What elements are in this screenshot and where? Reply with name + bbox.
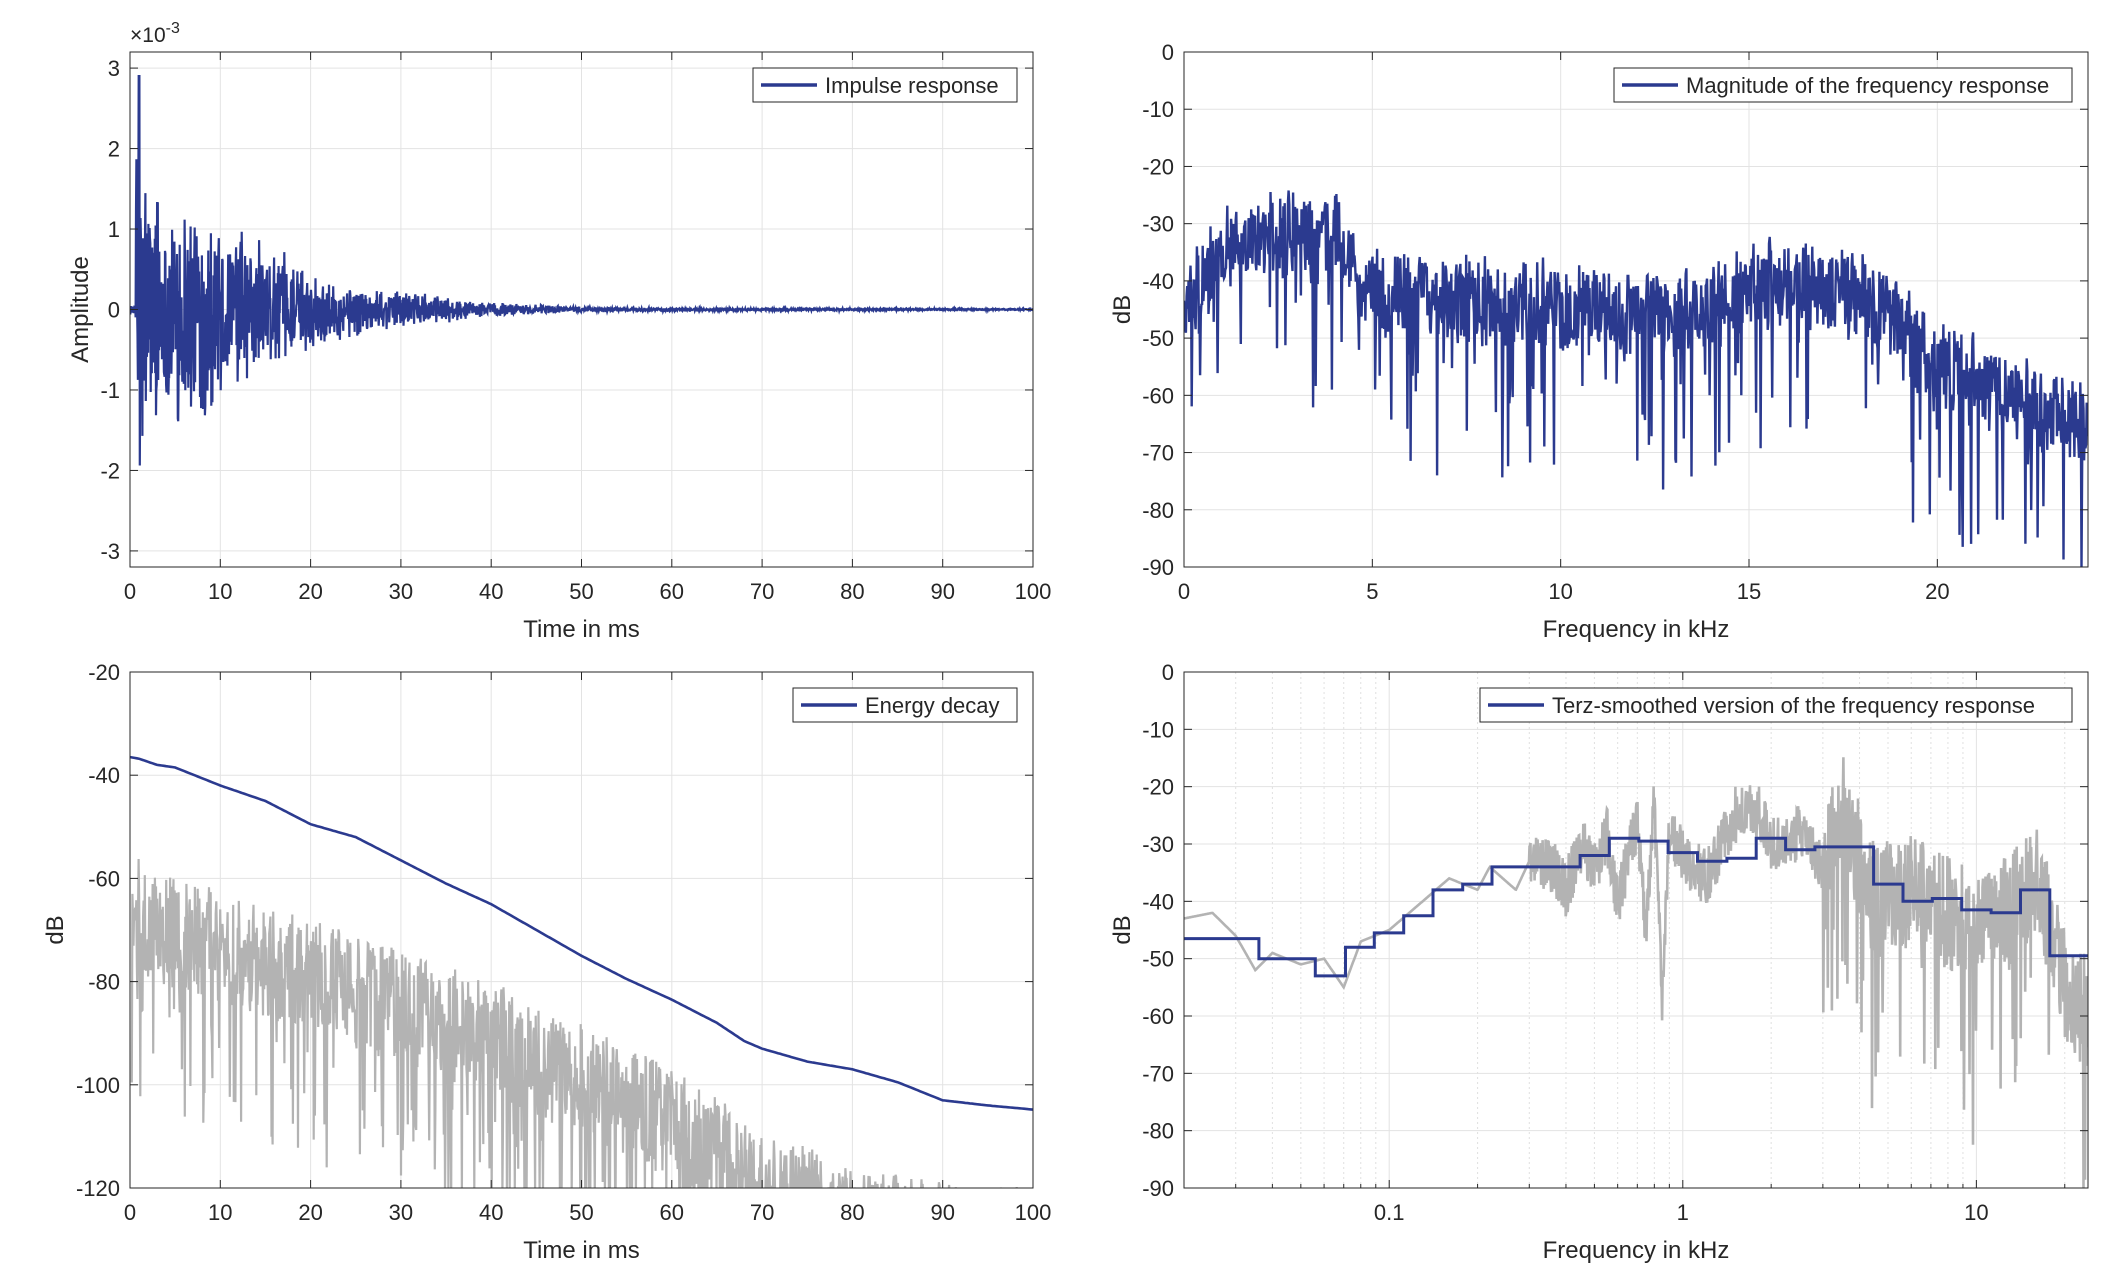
terz-ytick-label: -70 (1142, 1061, 1174, 1086)
magnitude-xlabel: Frequency in kHz (1543, 616, 1730, 643)
terz-box (1183, 671, 2089, 1189)
impulse-ytick-label: 1 (108, 217, 120, 242)
magnitude-xtick-label: 5 (1366, 579, 1378, 604)
terz-xtick-label: 0.1 (1374, 1200, 1405, 1225)
energy-ytick-label: -40 (88, 763, 120, 788)
energy-xtick-label: 40 (479, 1200, 503, 1225)
impulse-xtick-label: 100 (1015, 579, 1052, 604)
magnitude-frame: 0 5 10 15 20 0 -10 -20 -30 -40 -50 -60 -70 -80 -90 Freq… (1109, 40, 2089, 643)
impulse-xtick-label: 90 (930, 579, 954, 604)
terz-legend: Terz-smoothed version of the frequency r… (1479, 687, 2073, 723)
terz-ytick-label: -50 (1142, 947, 1174, 972)
terz-ytick-label: -30 (1142, 832, 1174, 857)
impulse-xtick-label: 20 (298, 579, 322, 604)
energy-gray-line (130, 858, 1018, 1188)
energy-frame: 0 10 20 30 40 50 60 70 80 90 100 -20 -40 -60 -80 -100 -1… (42, 660, 1051, 1264)
impulse-response-line (130, 75, 1033, 466)
energy-ytick-label: -80 (88, 970, 120, 995)
impulse-ytick-label: -3 (100, 539, 120, 564)
impulse-ylabel: Amplitude (67, 256, 94, 363)
impulse-legend-label: Impulse response (825, 73, 999, 98)
terz-xtick-label: 1 (1677, 1200, 1689, 1225)
energy-xtick-label: 70 (750, 1200, 774, 1225)
magnitude-xtick-label: 20 (1925, 579, 1949, 604)
impulse-xtick-label: 30 (389, 579, 413, 604)
terz-ylabel: dB (1109, 915, 1136, 944)
terz-frame: 0.1 1 10 0 -10 -20 -30 -40 -50 -60 -70 -80 -90 Freque… (1109, 660, 2089, 1264)
energy-legend: Energy decay (792, 687, 1018, 723)
magnitude-ytick-label: -10 (1142, 97, 1174, 122)
impulse-xtick-label: 60 (660, 579, 684, 604)
energy-ytick-label: -60 (88, 866, 120, 891)
energy-xtick-label: 30 (389, 1200, 413, 1225)
impulse-xtick-label: 0 (124, 579, 136, 604)
energy-xtick-label: 10 (208, 1200, 232, 1225)
energy-decay-line (130, 755, 1033, 1111)
terz-ytick-label: -80 (1142, 1119, 1174, 1144)
energy-xtick-label: 90 (930, 1200, 954, 1225)
magnitude-legend-label: Magnitude of the frequency response (1686, 73, 2049, 98)
terz-ytick-label: -60 (1142, 1004, 1174, 1029)
magnitude-xtick-label: 15 (1737, 579, 1761, 604)
terz-gray-line (1184, 757, 2088, 1188)
impulse-xlabel: Time in ms (523, 616, 639, 643)
terz-legend-label: Terz-smoothed version of the frequency r… (1552, 693, 2035, 718)
magnitude-ytick-label: -60 (1142, 383, 1174, 408)
energy-ylabel: dB (42, 915, 69, 944)
impulse-legend: Impulse response (752, 67, 1018, 103)
impulse-ytick-label: -2 (100, 458, 120, 483)
impulse-xtick-label: 70 (750, 579, 774, 604)
magnitude-legend: Magnitude of the frequency response (1613, 67, 2073, 103)
impulse-xtick-label: 10 (208, 579, 232, 604)
energy-xtick-label: 100 (1015, 1200, 1052, 1225)
energy-xtick-label: 80 (840, 1200, 864, 1225)
energy-ytick-label: -20 (88, 660, 120, 685)
terz-ytick-label: -10 (1142, 717, 1174, 742)
magnitude-ylabel: dB (1109, 295, 1136, 324)
terz-ytick-label: -20 (1142, 775, 1174, 800)
energy-xtick-label: 0 (124, 1200, 136, 1225)
magnitude-ytick-label: -30 (1142, 212, 1174, 237)
energy-xlabel: Time in ms (523, 1237, 639, 1264)
terz-ytick-label: -90 (1142, 1176, 1174, 1201)
magnitude-xtick-label: 0 (1178, 579, 1190, 604)
energy-xtick-label: 20 (298, 1200, 322, 1225)
energy-xtick-label: 60 (660, 1200, 684, 1225)
energy-xtick-label: 50 (569, 1200, 593, 1225)
impulse-exponent-label: ×10-3 (130, 20, 180, 47)
magnitude-ytick-label: -50 (1142, 326, 1174, 351)
magnitude-box (1183, 51, 2089, 568)
impulse-ytick-label: -1 (100, 378, 120, 403)
impulse-frame: 0 10 20 30 40 50 60 70 80 90 100 -3 -2 -1 0 1 2 3 Time in … (67, 20, 1051, 643)
energy-legend-label: Energy decay (865, 693, 1000, 718)
magnitude-response-line (1184, 190, 2088, 567)
impulse-ytick-label: 3 (108, 56, 120, 81)
impulse-xtick-label: 80 (840, 579, 864, 604)
terz-ytick-label: 0 (1162, 660, 1174, 685)
magnitude-legend-box (1613, 67, 2073, 103)
impulse-ytick-label: 0 (108, 298, 120, 323)
impulse-xtick-label: 50 (569, 579, 593, 604)
impulse-ytick-label: 2 (108, 137, 120, 162)
impulse-xtick-label: 40 (479, 579, 503, 604)
terz-smoothed-line (1184, 836, 2088, 978)
magnitude-ytick-label: -90 (1142, 555, 1174, 580)
magnitude-ytick-label: -40 (1142, 269, 1174, 294)
magnitude-ytick-label: -20 (1142, 154, 1174, 179)
terz-xlabel: Frequency in kHz (1543, 1237, 1730, 1264)
magnitude-ytick-label: -70 (1142, 441, 1174, 466)
terz-ytick-label: -40 (1142, 889, 1174, 914)
magnitude-ytick-label: -80 (1142, 498, 1174, 523)
energy-ytick-label: -100 (76, 1073, 120, 1098)
magnitude-xtick-label: 10 (1548, 579, 1572, 604)
terz-xtick-label: 10 (1964, 1200, 1988, 1225)
magnitude-ytick-label: 0 (1162, 40, 1174, 65)
energy-ytick-label: -120 (76, 1176, 120, 1201)
terz-legend-box (1479, 687, 2073, 723)
